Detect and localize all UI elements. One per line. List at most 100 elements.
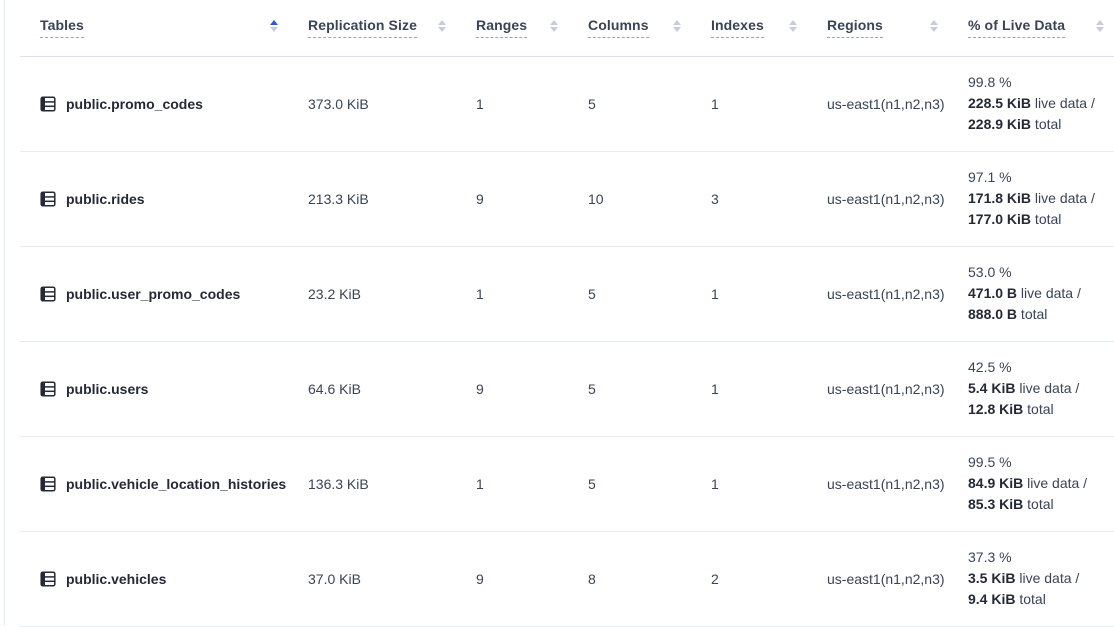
- table-name-cell: public.rides: [20, 151, 288, 247]
- table-row[interactable]: public.users 64.6 KiB 9 5 1 us-east1(n1,…: [20, 341, 1114, 437]
- column-header[interactable]: Columns: [568, 0, 691, 57]
- total-size-line: 85.3 KiB total: [968, 496, 1054, 512]
- replication-size-cell: 64.6 KiB: [288, 341, 456, 437]
- sort-desc-icon[interactable]: [550, 27, 558, 33]
- live-data-cell: 37.3 % 3.5 KiB live data / 9.4 KiB total: [948, 531, 1114, 627]
- database-tables-page: Tables Replication Size Ranges Colu: [4, 0, 1114, 627]
- table-name-link[interactable]: public.rides: [66, 190, 145, 207]
- table-row[interactable]: public.promo_codes 373.0 KiB 1 5 1 us-ea…: [20, 56, 1114, 152]
- column-header-label[interactable]: Ranges: [476, 17, 528, 39]
- sort-asc-icon[interactable]: [930, 20, 938, 26]
- columns-cell: 5: [568, 341, 691, 437]
- sort-desc-icon[interactable]: [1096, 27, 1104, 33]
- ranges-cell: 1: [456, 246, 568, 342]
- table-name-cell: public.user_promo_codes: [20, 246, 288, 342]
- ranges-cell: 9: [456, 341, 568, 437]
- sort-asc-icon[interactable]: [673, 20, 681, 26]
- sort-asc-icon[interactable]: [270, 20, 278, 26]
- table-name-link[interactable]: public.user_promo_codes: [66, 285, 241, 302]
- indexes-cell: 1: [691, 341, 807, 437]
- column-header-label[interactable]: Regions: [827, 17, 883, 39]
- live-data-percent: 97.1 %: [968, 169, 1012, 185]
- table-name-cell: public.vehicles: [20, 531, 288, 627]
- sort-arrows-icon[interactable]: [922, 20, 938, 33]
- live-data-cell: 97.1 % 171.8 KiB live data / 177.0 KiB t…: [948, 151, 1114, 247]
- column-header[interactable]: Indexes: [691, 0, 807, 57]
- live-data-cell: 99.8 % 228.5 KiB live data / 228.9 KiB t…: [948, 56, 1114, 152]
- table-icon: [40, 190, 56, 207]
- live-data-percent: 99.8 %: [968, 74, 1012, 90]
- sort-arrows-icon[interactable]: [781, 20, 797, 33]
- indexes-cell: 1: [691, 56, 807, 152]
- column-header[interactable]: Tables: [20, 0, 288, 57]
- table-row[interactable]: public.vehicle_location_histories 136.3 …: [20, 436, 1114, 532]
- table-icon: [40, 475, 56, 492]
- sort-desc-icon[interactable]: [673, 27, 681, 33]
- regions-cell: us-east1(n1,n2,n3): [807, 246, 948, 342]
- replication-size-cell: 373.0 KiB: [288, 56, 456, 152]
- live-data-size-line: 84.9 KiB live data /: [968, 475, 1088, 491]
- table-name-cell: public.promo_codes: [20, 56, 288, 152]
- sort-arrows-icon[interactable]: [262, 20, 278, 33]
- table-row[interactable]: public.user_promo_codes 23.2 KiB 1 5 1 u…: [20, 246, 1114, 342]
- total-size-line: 888.0 B total: [968, 306, 1048, 322]
- regions-cell: us-east1(n1,n2,n3): [807, 531, 948, 627]
- column-header[interactable]: % of Live Data: [948, 0, 1114, 57]
- sort-arrows-icon[interactable]: [665, 20, 681, 33]
- column-header[interactable]: Replication Size: [288, 0, 456, 57]
- live-data-cell: 99.5 % 84.9 KiB live data / 85.3 KiB tot…: [948, 436, 1114, 532]
- live-data-percent: 37.3 %: [968, 549, 1012, 565]
- sort-asc-icon[interactable]: [438, 20, 446, 26]
- column-header-label[interactable]: Tables: [40, 17, 84, 39]
- replication-size-cell: 23.2 KiB: [288, 246, 456, 342]
- table-icon: [40, 380, 56, 397]
- total-size-line: 9.4 KiB total: [968, 591, 1046, 607]
- columns-cell: 5: [568, 436, 691, 532]
- sort-desc-icon[interactable]: [270, 27, 278, 33]
- table-header-row: Tables Replication Size Ranges Colu: [20, 0, 1114, 57]
- table-row[interactable]: public.rides 213.3 KiB 9 10 3 us-east1(n…: [20, 151, 1114, 247]
- indexes-cell: 3: [691, 151, 807, 247]
- column-header[interactable]: Regions: [807, 0, 948, 57]
- live-data-size-line: 5.4 KiB live data /: [968, 380, 1080, 396]
- sort-asc-icon[interactable]: [550, 20, 558, 26]
- table-name-link[interactable]: public.users: [66, 380, 149, 397]
- total-size-line: 177.0 KiB total: [968, 211, 1062, 227]
- ranges-cell: 1: [456, 436, 568, 532]
- sort-asc-icon[interactable]: [789, 20, 797, 26]
- columns-cell: 5: [568, 246, 691, 342]
- column-header-label[interactable]: Columns: [588, 17, 649, 39]
- sort-arrows-icon[interactable]: [1088, 20, 1104, 33]
- table-icon: [40, 285, 56, 302]
- column-header-label[interactable]: % of Live Data: [968, 17, 1066, 39]
- column-header-label[interactable]: Indexes: [711, 17, 764, 39]
- column-header-label[interactable]: Replication Size: [308, 17, 417, 39]
- replication-size-cell: 136.3 KiB: [288, 436, 456, 532]
- regions-cell: us-east1(n1,n2,n3): [807, 436, 948, 532]
- live-data-cell: 53.0 % 471.0 B live data / 888.0 B total: [948, 246, 1114, 342]
- sort-desc-icon[interactable]: [789, 27, 797, 33]
- table-icon: [40, 95, 56, 112]
- columns-cell: 8: [568, 531, 691, 627]
- indexes-cell: 1: [691, 246, 807, 342]
- live-data-size-line: 171.8 KiB live data /: [968, 190, 1095, 206]
- ranges-cell: 9: [456, 151, 568, 247]
- table-row[interactable]: public.vehicles 37.0 KiB 9 8 2 us-east1(…: [20, 531, 1114, 627]
- table-icon: [40, 570, 56, 587]
- column-header[interactable]: Ranges: [456, 0, 568, 57]
- sort-desc-icon[interactable]: [930, 27, 938, 33]
- table-name-link[interactable]: public.promo_codes: [66, 95, 203, 112]
- table-name-link[interactable]: public.vehicles: [66, 570, 167, 587]
- sort-asc-icon[interactable]: [1096, 20, 1104, 26]
- table-name-link[interactable]: public.vehicle_location_histories: [66, 475, 287, 492]
- regions-cell: us-east1(n1,n2,n3): [807, 56, 948, 152]
- sort-arrows-icon[interactable]: [542, 20, 558, 33]
- live-data-percent: 42.5 %: [968, 359, 1012, 375]
- sort-desc-icon[interactable]: [438, 27, 446, 33]
- columns-cell: 5: [568, 56, 691, 152]
- replication-size-cell: 37.0 KiB: [288, 531, 456, 627]
- live-data-size-line: 228.5 KiB live data /: [968, 95, 1095, 111]
- total-size-line: 12.8 KiB total: [968, 401, 1054, 417]
- live-data-cell: 42.5 % 5.4 KiB live data / 12.8 KiB tota…: [948, 341, 1114, 437]
- sort-arrows-icon[interactable]: [430, 20, 446, 33]
